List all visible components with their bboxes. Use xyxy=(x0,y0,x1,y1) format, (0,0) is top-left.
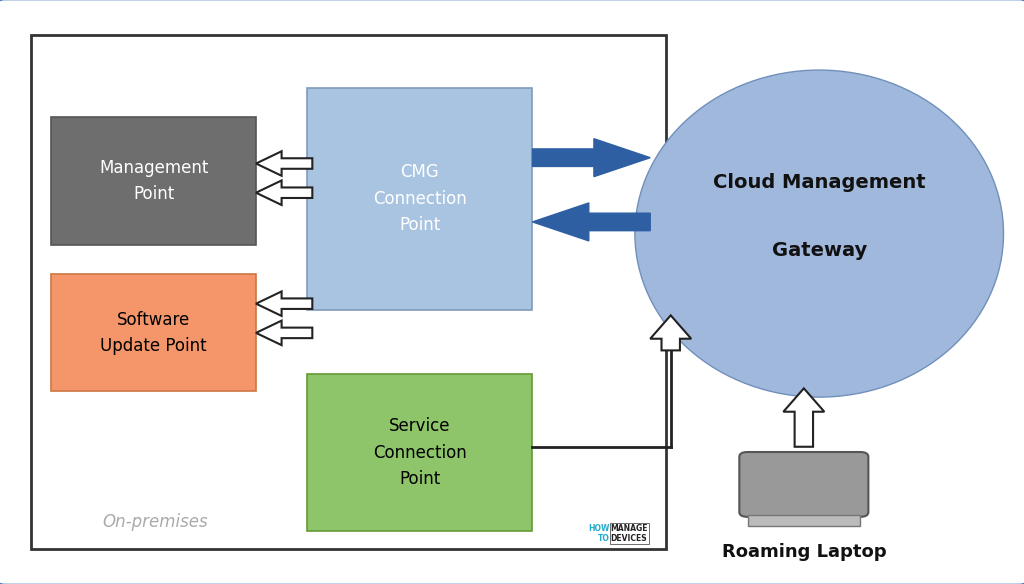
Bar xyxy=(307,88,532,310)
Bar xyxy=(748,515,860,526)
Text: Software
Update Point: Software Update Point xyxy=(100,311,207,355)
FancyArrow shape xyxy=(256,180,312,205)
FancyArrow shape xyxy=(783,388,824,447)
Text: CMG
Connection
Point: CMG Connection Point xyxy=(373,163,467,234)
Bar xyxy=(51,274,256,391)
FancyArrow shape xyxy=(650,315,691,350)
FancyArrow shape xyxy=(532,139,650,176)
FancyBboxPatch shape xyxy=(739,452,868,517)
Text: HOW
TO: HOW TO xyxy=(588,524,609,543)
Text: On-premises: On-premises xyxy=(102,513,208,531)
Bar xyxy=(51,117,256,245)
Text: MANAGE
DEVICES: MANAGE DEVICES xyxy=(610,524,648,543)
FancyArrow shape xyxy=(256,321,312,345)
FancyArrow shape xyxy=(532,203,650,241)
Text: Service
Connection
Point: Service Connection Point xyxy=(373,417,467,488)
Ellipse shape xyxy=(635,70,1004,397)
FancyArrow shape xyxy=(256,291,312,316)
Text: Roaming Laptop: Roaming Laptop xyxy=(722,543,886,561)
FancyArrow shape xyxy=(256,151,312,176)
Bar xyxy=(307,374,532,531)
Bar xyxy=(31,35,666,549)
Text: Cloud Management

Gateway: Cloud Management Gateway xyxy=(713,173,926,259)
Text: Management
Point: Management Point xyxy=(99,159,208,203)
